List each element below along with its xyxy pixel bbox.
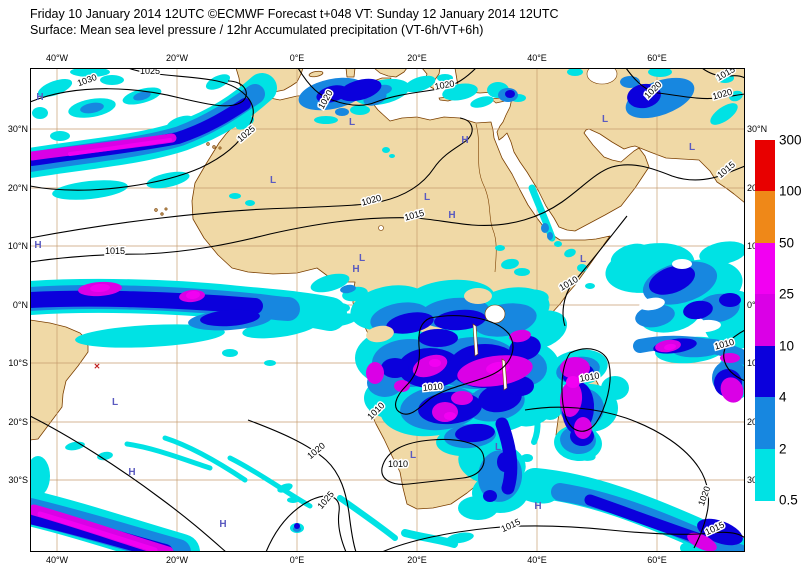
isobar-layer bbox=[29, 67, 746, 553]
low-pressure-marker: L bbox=[602, 114, 608, 125]
high-pressure-marker: H bbox=[36, 92, 43, 103]
low-pressure-marker: L bbox=[112, 397, 118, 408]
red-cross-marker: ✕ bbox=[94, 362, 101, 371]
colorbar-value-label: 100 bbox=[779, 183, 802, 199]
lon-label-top: 0°E bbox=[289, 53, 305, 63]
canary-island bbox=[218, 146, 222, 150]
lake-chad bbox=[378, 225, 384, 231]
colorbar-segment bbox=[755, 397, 775, 450]
high-pressure-marker: H bbox=[34, 240, 41, 251]
lake-victoria bbox=[484, 304, 506, 324]
colorbar-value-label: 4 bbox=[779, 389, 787, 405]
lat-label-left: 30°S bbox=[8, 475, 28, 485]
cape-verde-island bbox=[154, 208, 158, 212]
lat-label-left: 10°N bbox=[7, 241, 28, 251]
lat-label-right: 20 bbox=[747, 417, 758, 427]
high-pressure-marker: H bbox=[352, 264, 359, 275]
lon-label-bottom: 60°E bbox=[647, 555, 667, 565]
lat-label-right: 0°N bbox=[747, 300, 762, 310]
canary-island bbox=[212, 145, 216, 149]
low-pressure-marker: L bbox=[270, 175, 276, 186]
colorbar-segment bbox=[755, 191, 775, 244]
low-pressure-marker: L bbox=[495, 442, 501, 453]
colorbar-value-label: 0.5 bbox=[779, 492, 798, 508]
high-pressure-marker: H bbox=[219, 519, 226, 530]
high-pressure-marker: H bbox=[448, 210, 455, 221]
low-pressure-marker: L bbox=[689, 142, 695, 153]
colorbar-value-label: 2 bbox=[779, 441, 787, 457]
lon-label-top: 40°W bbox=[45, 53, 69, 63]
isobar-value-label: 1010 bbox=[388, 459, 408, 469]
cape-verde-island bbox=[160, 212, 164, 216]
lat-label-left: 20°S bbox=[8, 417, 28, 427]
colorbar-segment bbox=[755, 140, 775, 193]
lat-label-right: 20 bbox=[747, 183, 758, 193]
colorbar-segment bbox=[755, 345, 775, 398]
south-america-coastline bbox=[29, 319, 89, 441]
precip-gaps bbox=[366, 259, 721, 343]
high-pressure-marker: H bbox=[534, 501, 541, 512]
high-pressure-marker: H bbox=[461, 135, 468, 146]
lat-label-right: 10 bbox=[747, 241, 758, 251]
isobar-value-label: 1025 bbox=[140, 68, 160, 76]
lon-label-bottom: 40°W bbox=[45, 555, 69, 565]
colorbar-segment bbox=[755, 294, 775, 347]
lon-label-top: 20°E bbox=[407, 53, 427, 63]
lon-label-bottom: 20°W bbox=[165, 555, 189, 565]
lat-label-left: 30°N bbox=[7, 124, 28, 134]
colorbar-segment bbox=[755, 448, 775, 501]
lat-label-left: 10°S bbox=[8, 358, 28, 368]
lat-label-right: 30 bbox=[747, 475, 758, 485]
colorbar-segment bbox=[755, 242, 775, 295]
lon-label-top: 40°E bbox=[527, 53, 547, 63]
lake-tanganyika bbox=[472, 323, 479, 357]
isobar-value-label: 1015 bbox=[105, 246, 125, 256]
colorbar-value-label: 25 bbox=[779, 286, 795, 302]
colorbar-value-label: 10 bbox=[779, 338, 795, 354]
lat-label-left: 20°N bbox=[7, 183, 28, 193]
precip-25-50mm bbox=[37, 138, 676, 553]
lon-label-top: 60°E bbox=[647, 53, 667, 63]
lon-label-bottom: 0°E bbox=[289, 555, 305, 565]
lon-label-top: 20°W bbox=[165, 53, 189, 63]
chart-title-line1: Friday 10 January 2014 12UTC ©ECMWF Fore… bbox=[30, 7, 559, 21]
colorbar-value-label: 50 bbox=[779, 235, 795, 251]
balearics bbox=[308, 70, 324, 78]
isobar-value-label: 1010 bbox=[422, 381, 443, 393]
low-pressure-marker: L bbox=[359, 253, 365, 264]
sardinia bbox=[345, 67, 356, 78]
low-pressure-marker: L bbox=[349, 117, 355, 128]
low-pressure-marker: L bbox=[424, 192, 430, 203]
canary-island bbox=[206, 142, 210, 146]
lon-label-bottom: 40°E bbox=[527, 555, 547, 565]
lat-label-left: 0°N bbox=[12, 300, 28, 310]
high-pressure-marker: H bbox=[128, 467, 135, 478]
colorbar-value-label: 300 bbox=[779, 132, 802, 148]
map-frame-border bbox=[30, 68, 745, 552]
lat-label-right: 10 bbox=[747, 358, 758, 368]
low-pressure-marker: L bbox=[580, 254, 586, 265]
map-canvas: 1030 1025 1025 1020 1020 1020 1020 1020 1015 1015… bbox=[12, 63, 763, 568]
chart-title-line2: Surface: Mean sea level pressure / 12hr … bbox=[30, 23, 484, 37]
precipitation-layer bbox=[12, 67, 763, 568]
lon-label-bottom: 20°E bbox=[407, 555, 427, 565]
low-pressure-marker: L bbox=[410, 450, 416, 461]
cape-verde-island bbox=[164, 207, 168, 211]
lat-label-right: 30°N bbox=[747, 124, 768, 134]
